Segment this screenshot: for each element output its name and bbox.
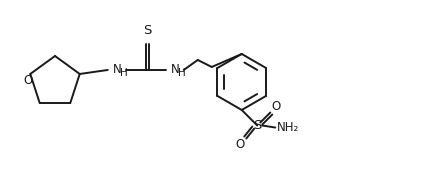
Text: N: N bbox=[171, 63, 180, 77]
Text: O: O bbox=[272, 100, 281, 113]
Text: H: H bbox=[120, 68, 128, 78]
Text: H: H bbox=[178, 68, 186, 78]
Text: S: S bbox=[253, 119, 261, 132]
Text: NH₂: NH₂ bbox=[277, 121, 300, 134]
Text: O: O bbox=[236, 138, 245, 151]
Text: N: N bbox=[113, 63, 121, 77]
Text: O: O bbox=[24, 74, 33, 88]
Text: S: S bbox=[143, 24, 152, 37]
